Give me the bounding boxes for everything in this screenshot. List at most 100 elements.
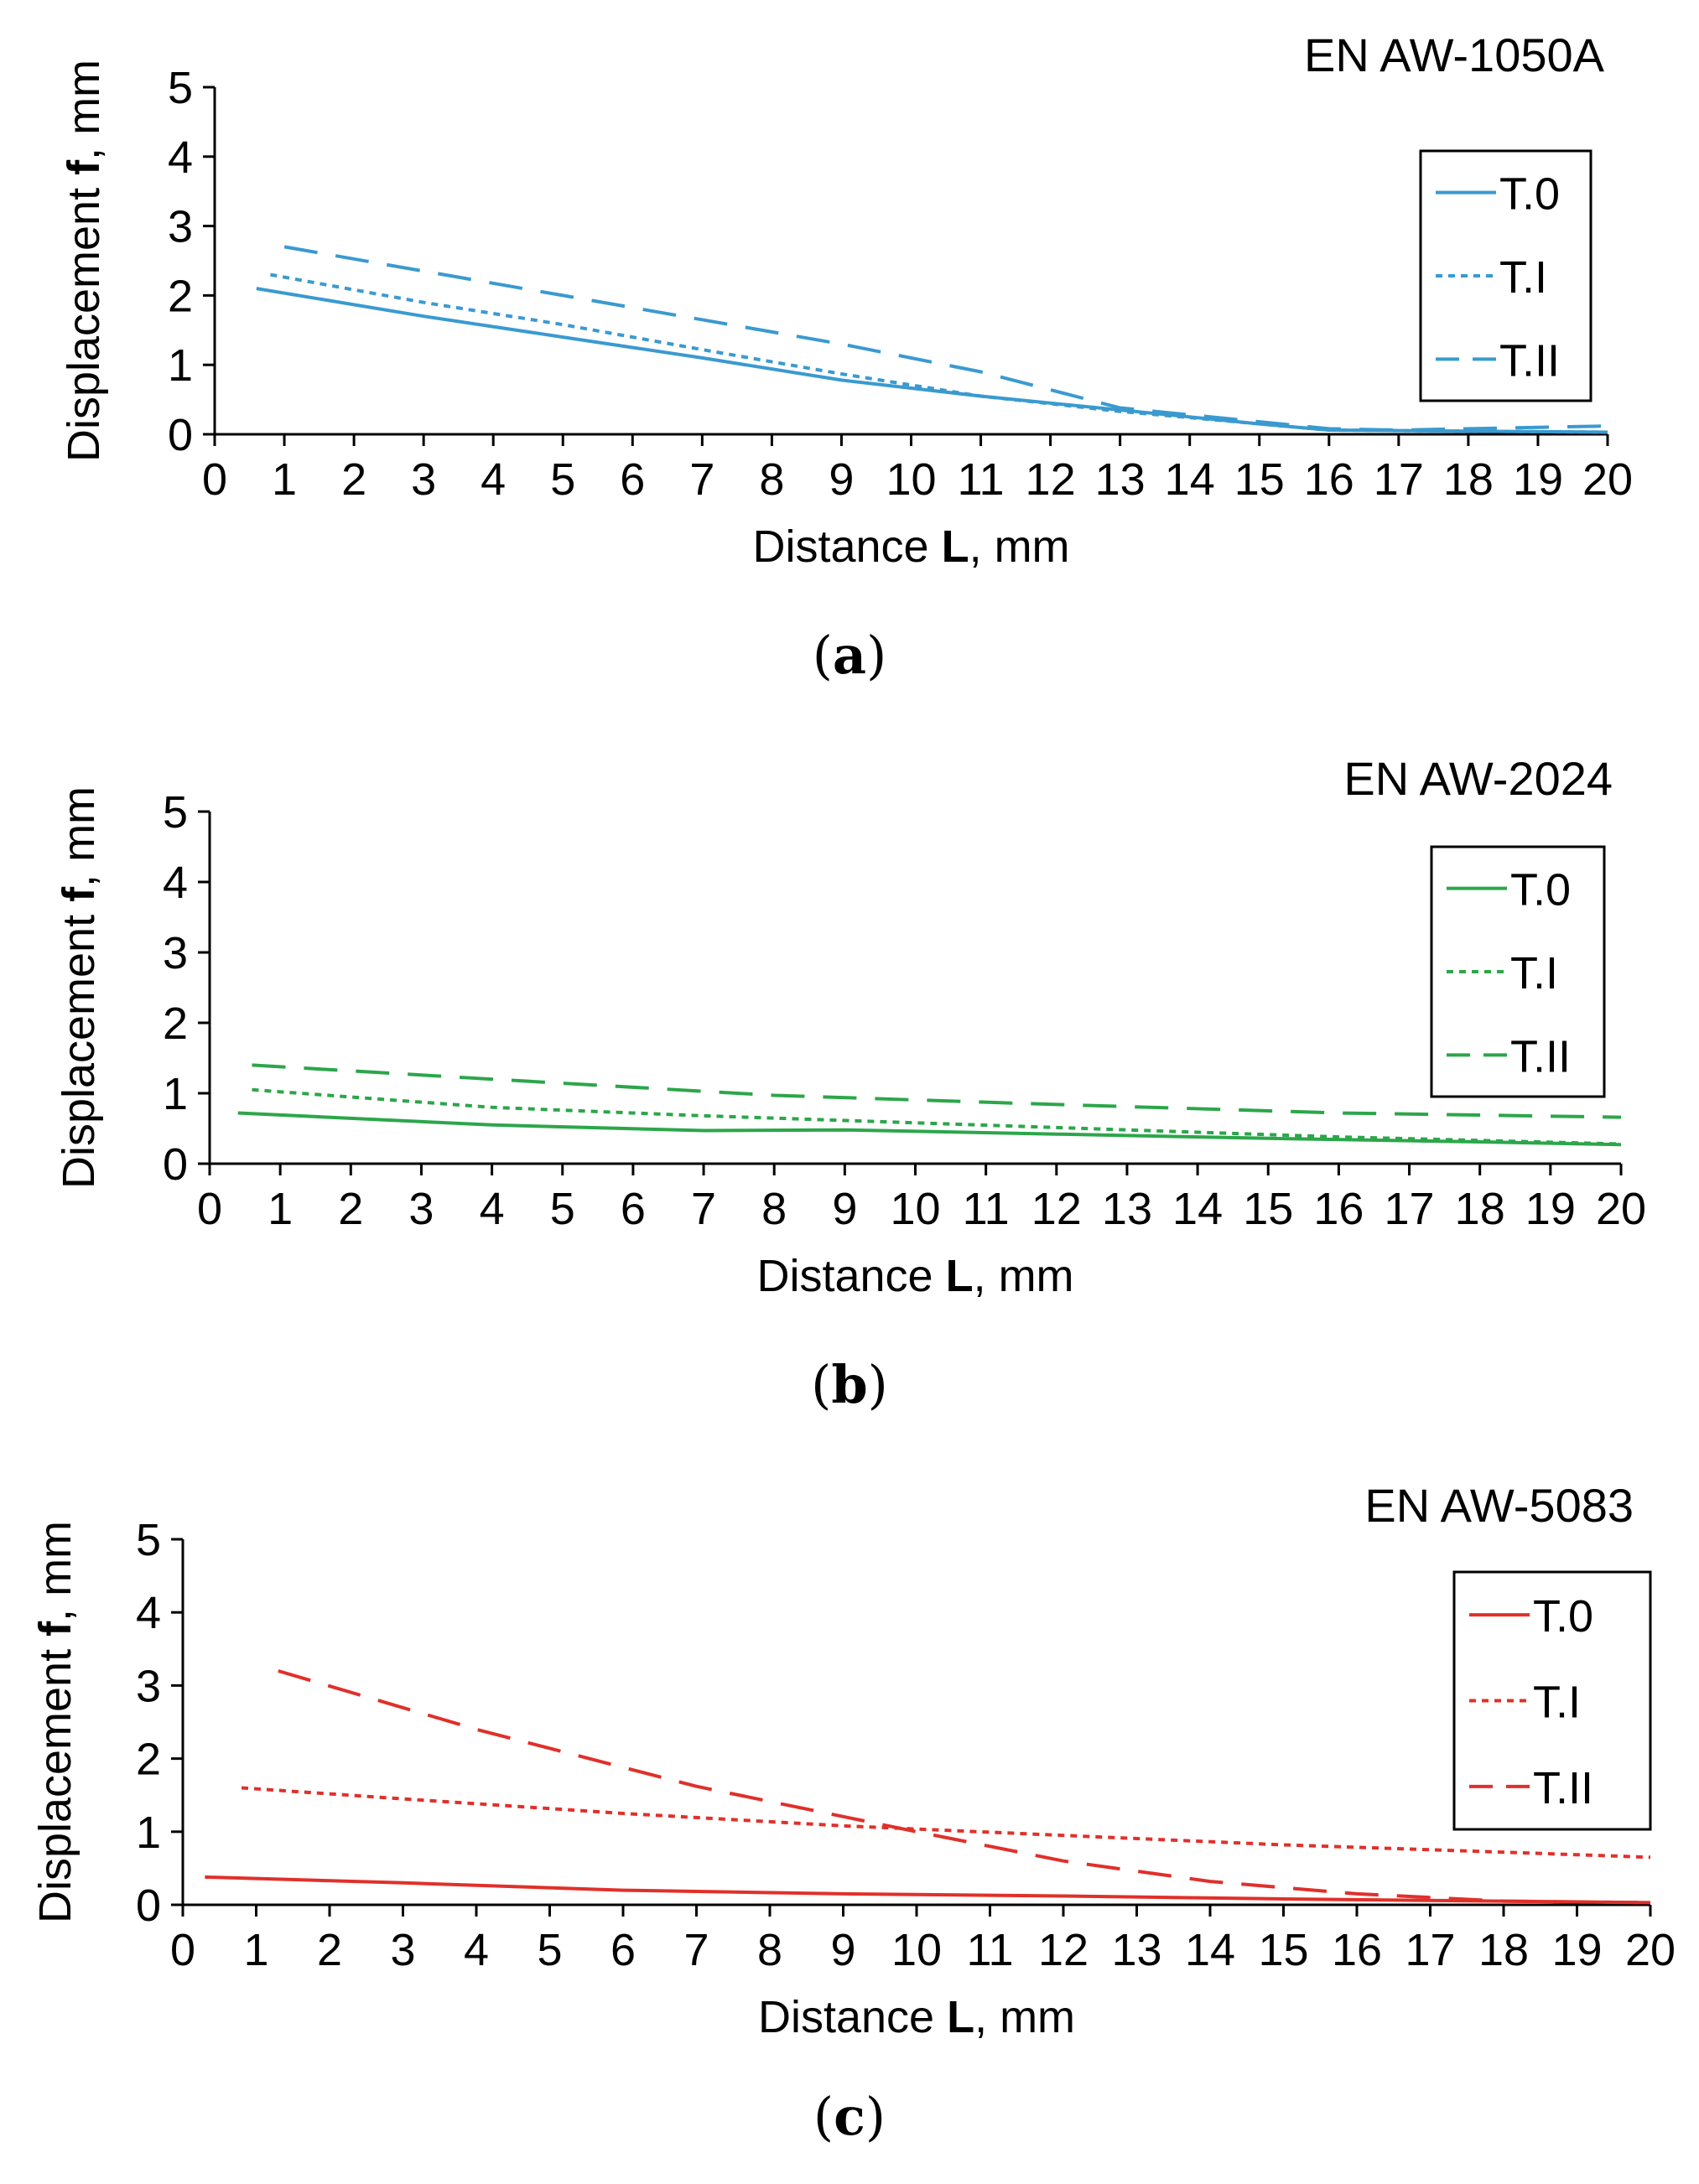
x-axis-label: Distance L, mm xyxy=(756,1251,1073,1301)
x-tick-label: 13 xyxy=(1095,454,1146,505)
x-tick-label: 0 xyxy=(202,454,227,505)
x-tick-label: 17 xyxy=(1385,1184,1435,1234)
panel-label-a: (a) xyxy=(812,625,887,686)
x-tick-label: 5 xyxy=(550,1184,575,1234)
x-tick-label: 16 xyxy=(1304,454,1354,505)
y-tick-label: 2 xyxy=(163,999,188,1049)
x-tick-label: 12 xyxy=(1038,1925,1089,1975)
x-axis-label: Distance L, mm xyxy=(758,1992,1075,2042)
x-tick-label: 4 xyxy=(481,454,506,505)
series-line-t-ii xyxy=(278,1669,1651,1905)
legend-label: T.0 xyxy=(1510,865,1571,916)
x-tick-label: 12 xyxy=(1026,454,1076,505)
series-line-t-0 xyxy=(256,287,1608,434)
x-tick-label: 5 xyxy=(550,454,575,505)
x-tick-label: 8 xyxy=(757,1925,782,1975)
y-tick-label: 5 xyxy=(163,787,188,838)
x-tick-label: 7 xyxy=(689,454,714,505)
legend-label: T.0 xyxy=(1499,169,1560,220)
series-line-t-ii xyxy=(283,245,1608,432)
chart-panel-c: 0 1 2 3 4 5 6 7 8 9 10 11 12 13 14 15 16 17 18 19 20012345Di… xyxy=(30,1479,1676,2042)
x-tick-label: 1 xyxy=(243,1925,268,1975)
x-tick-label: 11 xyxy=(963,1184,1010,1234)
series-line-t-ii xyxy=(252,1063,1622,1119)
x-tick-label: 3 xyxy=(411,454,436,505)
series-line-t-0 xyxy=(205,1875,1651,1905)
x-tick-label: 9 xyxy=(829,454,854,505)
x-tick-label: 9 xyxy=(832,1184,857,1234)
x-tick-label: 6 xyxy=(610,1925,636,1975)
series-line-t-i xyxy=(270,272,1608,434)
chart-title: EN AW-1050A xyxy=(1304,29,1605,81)
x-tick-label: 19 xyxy=(1513,454,1563,505)
x-tick-label: 2 xyxy=(341,454,366,505)
y-tick-label: 1 xyxy=(163,1069,188,1119)
x-tick-label: 10 xyxy=(890,1184,940,1234)
x-tick-label: 2 xyxy=(338,1184,363,1234)
x-tick-label: 5 xyxy=(537,1925,562,1975)
y-tick-label: 4 xyxy=(163,858,188,908)
y-tick-label: 1 xyxy=(168,340,193,391)
y-tick-label: 1 xyxy=(136,1808,161,1858)
x-tick-label: 0 xyxy=(170,1925,195,1975)
x-tick-label: 13 xyxy=(1102,1184,1152,1234)
legend-label: T.II xyxy=(1499,335,1560,386)
legend-label: T.II xyxy=(1510,1031,1571,1082)
x-tick-label: 2 xyxy=(317,1925,342,1975)
x-axis-label: Distance L, mm xyxy=(752,521,1069,572)
x-tick-label: 15 xyxy=(1234,454,1285,505)
x-tick-label: 6 xyxy=(620,454,645,505)
x-tick-label: 8 xyxy=(761,1184,787,1234)
x-tick-label: 7 xyxy=(691,1184,716,1234)
x-tick-label: 16 xyxy=(1332,1925,1382,1975)
x-tick-label: 9 xyxy=(830,1925,855,1975)
x-tick-label: 18 xyxy=(1455,1184,1505,1234)
x-tick-label: 20 xyxy=(1582,454,1633,505)
x-tick-label: 1 xyxy=(268,1184,293,1234)
y-tick-label: 5 xyxy=(168,63,193,113)
x-tick-label: 8 xyxy=(759,454,784,505)
x-tick-label: 19 xyxy=(1551,1925,1602,1975)
x-tick-label: 10 xyxy=(891,1925,942,1975)
series-line-t-i xyxy=(252,1087,1622,1146)
x-tick-label: 14 xyxy=(1185,1925,1235,1975)
panel-label-b: (b) xyxy=(811,1354,888,1415)
y-axis-label: Displacement f, mm xyxy=(59,60,109,462)
y-tick-label: 3 xyxy=(168,202,193,252)
x-tick-label: 20 xyxy=(1596,1184,1646,1234)
legend-label: T.0 xyxy=(1533,1591,1593,1642)
series-line-t-0 xyxy=(237,1111,1622,1147)
legend-label: T.I xyxy=(1533,1678,1581,1728)
series-line-t-i xyxy=(241,1786,1651,1860)
y-tick-label: 0 xyxy=(163,1139,188,1190)
x-tick-label: 14 xyxy=(1172,1184,1223,1234)
x-tick-label: 0 xyxy=(197,1184,222,1234)
y-tick-label: 0 xyxy=(136,1881,161,1931)
y-axis-label: Displacement f, mm xyxy=(30,1521,81,1923)
y-tick-label: 3 xyxy=(163,928,188,978)
x-tick-label: 19 xyxy=(1525,1184,1576,1234)
y-tick-label: 2 xyxy=(136,1735,161,1785)
x-tick-label: 4 xyxy=(480,1184,505,1234)
legend: T.0 T.I T.II xyxy=(1452,1570,1652,1831)
legend-label: T.II xyxy=(1533,1763,1593,1813)
y-tick-label: 0 xyxy=(168,410,193,460)
x-tick-label: 4 xyxy=(464,1925,489,1975)
y-tick-label: 4 xyxy=(168,132,193,183)
x-tick-label: 16 xyxy=(1313,1184,1364,1234)
x-tick-label: 14 xyxy=(1165,454,1215,505)
x-tick-label: 11 xyxy=(966,1925,1013,1975)
chart-title: EN AW-2024 xyxy=(1343,752,1613,805)
x-tick-label: 3 xyxy=(408,1184,434,1234)
x-tick-label: 18 xyxy=(1478,1925,1529,1975)
x-tick-label: 13 xyxy=(1111,1925,1161,1975)
panel-label-c: (c) xyxy=(813,2086,886,2147)
x-tick-label: 17 xyxy=(1374,454,1424,505)
x-tick-label: 11 xyxy=(958,454,1005,505)
chart-panel-b: 0 1 2 3 4 5 6 7 8 9 10 11 12 13 14 15 16 17 18 19 20012345Di… xyxy=(54,752,1646,1301)
y-tick-label: 5 xyxy=(136,1515,161,1565)
chart-title: EN AW-5083 xyxy=(1364,1479,1634,1532)
x-tick-label: 18 xyxy=(1443,454,1494,505)
x-tick-label: 20 xyxy=(1625,1925,1676,1975)
